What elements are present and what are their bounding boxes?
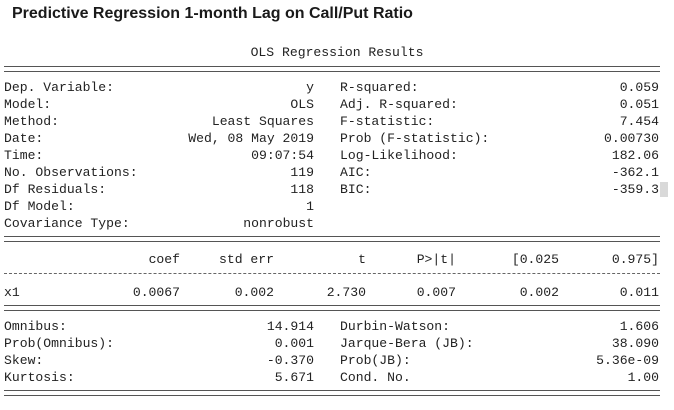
summary-label: Method: (4, 114, 60, 129)
diagnostic-label: Omnibus: (4, 319, 67, 334)
diagnostic-label: Prob(JB): (340, 353, 411, 368)
column-header: t (358, 252, 366, 267)
diagnostic-value: 1.606 (619, 319, 659, 334)
summary-value: y (306, 80, 314, 95)
diagnostic-value: 38.090 (611, 336, 659, 351)
summary-value: nonrobust (243, 216, 314, 231)
double-rule (4, 66, 660, 72)
diagnostic-label: Prob(Omnibus): (4, 336, 115, 351)
diagnostic-value: 0.001 (274, 336, 314, 351)
summary-value: 0.051 (619, 97, 659, 112)
summary-value: 7.454 (619, 114, 659, 129)
column-header: 0.975] (611, 252, 659, 267)
dashed-rule (4, 273, 660, 274)
diagnostic-value: 14.914 (266, 319, 314, 334)
page-title: Predictive Regression 1-month Lag on Cal… (12, 5, 413, 22)
column-header: coef (148, 252, 180, 267)
text-cursor (660, 182, 668, 197)
column-header: [0.025 (511, 252, 559, 267)
summary-label: AIC: (340, 165, 372, 180)
diagnostic-value: 1.00 (627, 370, 659, 385)
diagnostic-label: Skew: (4, 353, 44, 368)
summary-label: Log-Likelihood: (340, 148, 458, 163)
table-cell: 0.011 (619, 285, 659, 300)
summary-label: BIC: (340, 182, 372, 197)
summary-label: Df Residuals: (4, 182, 107, 197)
diagnostic-value: 5.36e-09 (596, 353, 659, 368)
row-name: x1 (4, 285, 20, 300)
summary-label: Df Model: (4, 199, 75, 214)
summary-value: 0.00730 (603, 131, 659, 146)
diagnostic-label: Durbin-Watson: (340, 319, 451, 334)
summary-value: Wed, 08 May 2019 (188, 131, 314, 146)
summary-label: Adj. R-squared: (340, 97, 458, 112)
column-header: P>|t| (416, 252, 456, 267)
summary-label: Time: (4, 148, 44, 163)
diagnostic-label: Cond. No. (340, 370, 411, 385)
summary-value: -359.3 (611, 182, 659, 197)
column-header: std err (218, 252, 274, 267)
results-heading: OLS Regression Results (250, 45, 424, 60)
double-rule (4, 305, 660, 311)
summary-value: -362.1 (611, 165, 659, 180)
summary-label: No. Observations: (4, 165, 138, 180)
summary-value: 118 (290, 182, 314, 197)
table-cell: 0.0067 (132, 285, 180, 300)
summary-label: F-statistic: (340, 114, 435, 129)
summary-value: Least Squares (211, 114, 314, 129)
summary-label: Covariance Type: (4, 216, 130, 231)
double-rule (4, 236, 660, 242)
double-rule (4, 390, 660, 396)
diagnostic-value: -0.370 (266, 353, 314, 368)
summary-label: Dep. Variable: (4, 80, 115, 95)
table-cell: 0.002 (519, 285, 559, 300)
table-cell: 2.730 (326, 285, 366, 300)
summary-label: R-squared: (340, 80, 419, 95)
summary-value: 182.06 (611, 148, 659, 163)
summary-label: Prob (F-statistic): (340, 131, 490, 146)
summary-value: 0.059 (619, 80, 659, 95)
diagnostic-label: Jarque-Bera (JB): (340, 336, 474, 351)
summary-label: Model: (4, 97, 52, 112)
summary-value: 09:07:54 (251, 148, 314, 163)
table-cell: 0.002 (234, 285, 274, 300)
summary-label: Date: (4, 131, 44, 146)
summary-value: 1 (306, 199, 314, 214)
diagnostic-label: Kurtosis: (4, 370, 75, 385)
diagnostic-value: 5.671 (274, 370, 314, 385)
summary-value: 119 (290, 165, 314, 180)
table-cell: 0.007 (416, 285, 456, 300)
summary-value: OLS (290, 97, 314, 112)
